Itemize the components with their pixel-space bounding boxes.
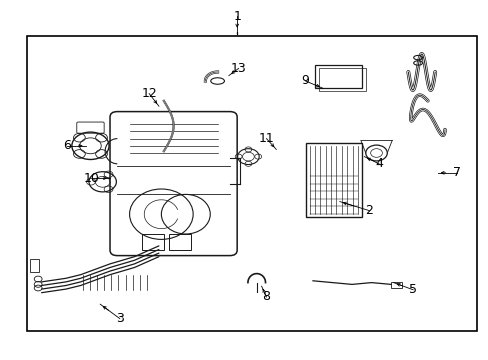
Bar [168, 234, 190, 250]
Bar [27, 36, 476, 331]
Bar [142, 234, 163, 250]
Bar [305, 143, 361, 217]
Text: 11: 11 [258, 132, 274, 145]
Text: 10: 10 [84, 172, 100, 185]
Bar [315, 65, 361, 88]
Text: 13: 13 [230, 62, 246, 75]
Text: 1: 1 [233, 10, 241, 23]
Bar [390, 282, 401, 288]
Bar [30, 259, 39, 272]
Text: 9: 9 [301, 75, 309, 87]
Text: 7: 7 [452, 166, 460, 179]
Text: 5: 5 [408, 283, 416, 296]
Text: 2: 2 [365, 204, 372, 217]
Text: 6: 6 [63, 139, 71, 152]
Text: 12: 12 [141, 87, 157, 100]
Bar [319, 68, 365, 91]
Text: 8: 8 [262, 291, 270, 303]
Text: 4: 4 [374, 157, 382, 170]
Text: 3: 3 [116, 312, 123, 325]
